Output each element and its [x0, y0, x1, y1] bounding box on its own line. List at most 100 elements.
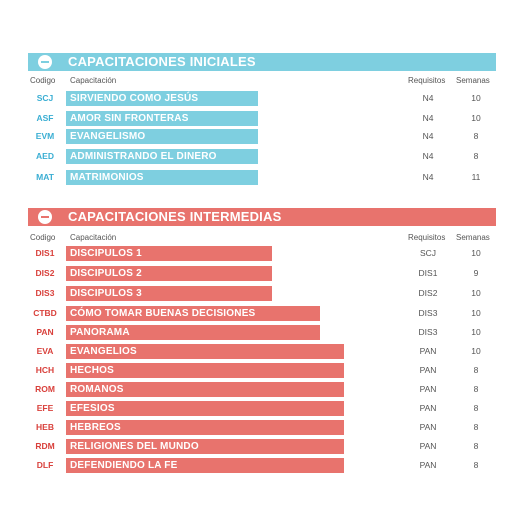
course-weeks: 8: [473, 460, 479, 470]
course-requirement: PAN: [419, 441, 437, 451]
course-name: AMOR SIN FRONTERAS: [70, 113, 189, 124]
course-requirement: DIS3: [418, 308, 438, 318]
course-requirement: PAN: [419, 460, 437, 470]
table-row: HEB HEBREOS PAN 8: [28, 420, 496, 435]
course-requirement: N4: [422, 172, 434, 182]
table-row: MAT MATRIMONIOS N4 11: [28, 170, 496, 185]
course-name: DISCIPULOS 1: [70, 248, 142, 259]
course-weeks: 10: [471, 346, 481, 356]
header-codigo: Codigo: [30, 233, 56, 242]
course-requirement: PAN: [419, 346, 437, 356]
course-code: ASF: [36, 113, 54, 123]
course-name: DEFENDIENDO LA FE: [70, 460, 178, 471]
course-code: HEB: [36, 422, 54, 432]
course-weeks: 8: [473, 365, 479, 375]
minus-circle-icon: [38, 55, 52, 69]
course-weeks: 8: [473, 403, 479, 413]
course-requirement: DIS3: [418, 327, 438, 337]
course-weeks: 8: [473, 151, 479, 161]
course-bar: ROMANOS: [66, 382, 344, 397]
course-weeks: 9: [473, 268, 479, 278]
course-requirement: PAN: [419, 384, 437, 394]
course-name: RELIGIONES DEL MUNDO: [70, 441, 199, 452]
course-weeks: 10: [471, 93, 481, 103]
course-bar: EFESIOS: [66, 401, 344, 416]
course-bar: DISCIPULOS 2: [66, 266, 272, 281]
course-requirement: PAN: [419, 365, 437, 375]
table-row: EFE EFESIOS PAN 8: [28, 401, 496, 416]
course-requirement: N4: [422, 113, 434, 123]
course-weeks: 10: [471, 248, 481, 258]
table-row: AED ADMINISTRANDO EL DINERO N4 8: [28, 149, 496, 164]
course-bar: DEFENDIENDO LA FE: [66, 458, 344, 473]
course-name: EFESIOS: [70, 403, 115, 414]
course-code: EVM: [35, 131, 55, 141]
course-code: EFE: [36, 403, 54, 413]
table-row: CTBD CÓMO TOMAR BUENAS DECISIONES DIS3 10: [28, 306, 496, 321]
course-weeks: 8: [473, 441, 479, 451]
course-bar: SIRVIENDO COMO JESÚS: [66, 91, 258, 106]
course-weeks: 8: [473, 384, 479, 394]
table-row: DIS1 DISCIPULOS 1 SCJ 10: [28, 246, 496, 261]
header-semanas: Semanas: [456, 76, 490, 85]
course-requirement: N4: [422, 151, 434, 161]
course-weeks: 10: [471, 327, 481, 337]
section-intermedias: CAPACITACIONES INTERMEDIAS Codigo Capaci…: [28, 208, 496, 478]
table-row: RDM RELIGIONES DEL MUNDO PAN 8: [28, 439, 496, 454]
header-requisitos: Requisitos: [408, 76, 446, 85]
header-capacitacion: Capacitación: [70, 233, 117, 242]
section-banner: CAPACITACIONES INTERMEDIAS: [28, 208, 496, 226]
course-name: CÓMO TOMAR BUENAS DECISIONES: [70, 308, 256, 319]
course-code: DLF: [36, 460, 54, 470]
course-name: HEBREOS: [70, 422, 121, 433]
header-capacitacion: Capacitación: [70, 76, 117, 85]
course-code: CTBD: [33, 308, 57, 318]
course-name: DISCIPULOS 3: [70, 288, 142, 299]
course-code: SCJ: [36, 93, 54, 103]
course-bar: RELIGIONES DEL MUNDO: [66, 439, 344, 454]
table-row: EVA EVANGELIOS PAN 10: [28, 344, 496, 359]
table-row: SCJ SIRVIENDO COMO JESÚS N4 10: [28, 91, 496, 106]
course-code: MAT: [36, 172, 54, 182]
course-code: DIS1: [35, 248, 55, 258]
course-bar: HEBREOS: [66, 420, 344, 435]
course-weeks: 10: [471, 288, 481, 298]
course-requirement: N4: [422, 131, 434, 141]
course-name: MATRIMONIOS: [70, 172, 144, 183]
course-bar: MATRIMONIOS: [66, 170, 258, 185]
header-semanas: Semanas: [456, 233, 490, 242]
course-name: DISCIPULOS 2: [70, 268, 142, 279]
course-name: EVANGELISMO: [70, 131, 146, 142]
course-weeks: 8: [473, 131, 479, 141]
minus-circle-icon: [38, 210, 52, 224]
course-weeks: 8: [473, 422, 479, 432]
table-row: ROM ROMANOS PAN 8: [28, 382, 496, 397]
course-weeks: 11: [471, 172, 481, 182]
header-requisitos: Requisitos: [408, 233, 446, 242]
course-name: ROMANOS: [70, 384, 124, 395]
course-bar: EVANGELISMO: [66, 129, 258, 144]
course-bar: DISCIPULOS 3: [66, 286, 272, 301]
course-bar: AMOR SIN FRONTERAS: [66, 111, 258, 126]
table-row: DIS3 DISCIPULOS 3 DIS2 10: [28, 286, 496, 301]
course-code: DIS3: [35, 288, 55, 298]
course-code: EVA: [36, 346, 54, 356]
table-row: DIS2 DISCIPULOS 2 DIS1 9: [28, 266, 496, 281]
course-code: AED: [36, 151, 54, 161]
course-name: PANORAMA: [70, 327, 130, 338]
course-name: SIRVIENDO COMO JESÚS: [70, 93, 199, 104]
section-banner: CAPACITACIONES INICIALES: [28, 53, 496, 71]
table-row: DLF DEFENDIENDO LA FE PAN 8: [28, 458, 496, 473]
course-requirement: SCJ: [419, 248, 437, 258]
course-bar: HECHOS: [66, 363, 344, 378]
course-bar: CÓMO TOMAR BUENAS DECISIONES: [66, 306, 320, 321]
course-weeks: 10: [471, 308, 481, 318]
course-code: RDM: [35, 441, 55, 451]
section-iniciales: CAPACITACIONES INICIALES Codigo Capacita…: [28, 53, 496, 193]
course-bar: PANORAMA: [66, 325, 320, 340]
course-code: DIS2: [35, 268, 55, 278]
course-name: EVANGELIOS: [70, 346, 137, 357]
table-row: PAN PANORAMA DIS3 10: [28, 325, 496, 340]
course-name: HECHOS: [70, 365, 114, 376]
course-code: HCH: [35, 365, 55, 375]
